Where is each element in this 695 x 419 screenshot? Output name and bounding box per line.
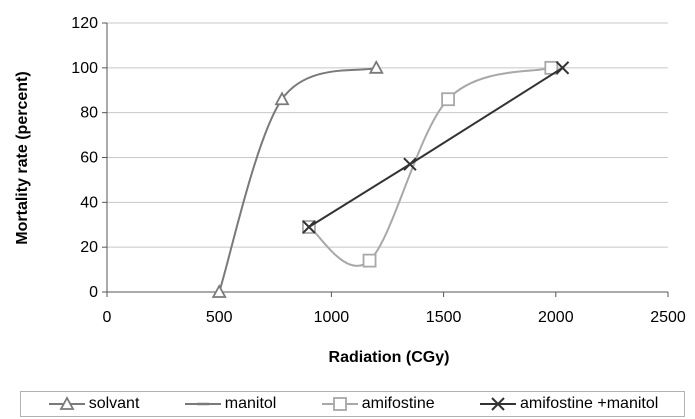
- data-point: [211, 284, 227, 298]
- series-line: [308, 66, 564, 228]
- y-tick-label: 80: [80, 105, 98, 122]
- y-axis-title: Mortality rate (percent): [14, 71, 31, 244]
- axes: [102, 22, 669, 297]
- legend: solvant manitol amifostine amifostine +mani…: [20, 391, 685, 417]
- data-point: [362, 253, 377, 268]
- x-tick-label: 500: [206, 309, 233, 326]
- legend-item: manitol: [183, 395, 277, 413]
- legend-swatch: [48, 396, 85, 410]
- series-line: [308, 66, 552, 267]
- x-tick-label: 1500: [426, 309, 462, 326]
- x-tick-label: 2000: [538, 309, 574, 326]
- legend-swatch: [480, 397, 517, 411]
- data-point: [368, 59, 384, 74]
- legend-label: solvant: [88, 395, 140, 412]
- tick-labels: 0 20 40 60 80 100 120 0 500 1000 1500 2000 2500: [71, 15, 686, 326]
- legend-marker: [59, 396, 75, 410]
- legend-label: amifostine: [361, 395, 435, 412]
- series-layer: [211, 59, 570, 298]
- data-point: [302, 220, 316, 234]
- legend-swatch: [184, 402, 221, 406]
- legend-item: amifostine: [320, 395, 435, 413]
- data-point: [441, 92, 455, 107]
- legend-swatch: [321, 397, 358, 411]
- y-tick-label: 20: [80, 239, 98, 256]
- y-tick-label: 40: [80, 194, 98, 211]
- legend-label: manitol: [224, 395, 277, 412]
- x-tick-label: 2500: [650, 309, 686, 326]
- series-amifostine-manitol: [302, 61, 570, 234]
- y-tick-label: 120: [71, 15, 98, 32]
- y-tick-label: 60: [80, 150, 98, 167]
- legend-item: solvant: [47, 395, 140, 413]
- legend-marker: [332, 397, 347, 411]
- series-line: [218, 66, 377, 293]
- x-tick-label: 1000: [314, 309, 350, 326]
- data-point: [274, 91, 290, 106]
- data-point: [555, 61, 570, 75]
- chart: 0 20 40 60 80 100 120 0 500 1000 1500 2000 2500 Radi…: [14, 15, 686, 366]
- data-point: [403, 157, 417, 171]
- y-tick-label: 100: [71, 60, 98, 77]
- gridlines: [107, 22, 668, 248]
- series-amifostine: [302, 60, 559, 268]
- x-axis-title: Radiation (CGy): [329, 349, 450, 366]
- x-tick-label: 0: [103, 309, 112, 326]
- series-solvant: [211, 59, 384, 298]
- legend-marker: [491, 397, 505, 411]
- legend-item: amifostine +manitol: [478, 395, 658, 413]
- y-tick-label: 0: [89, 284, 98, 301]
- legend-label: amifostine +manitol: [520, 395, 659, 412]
